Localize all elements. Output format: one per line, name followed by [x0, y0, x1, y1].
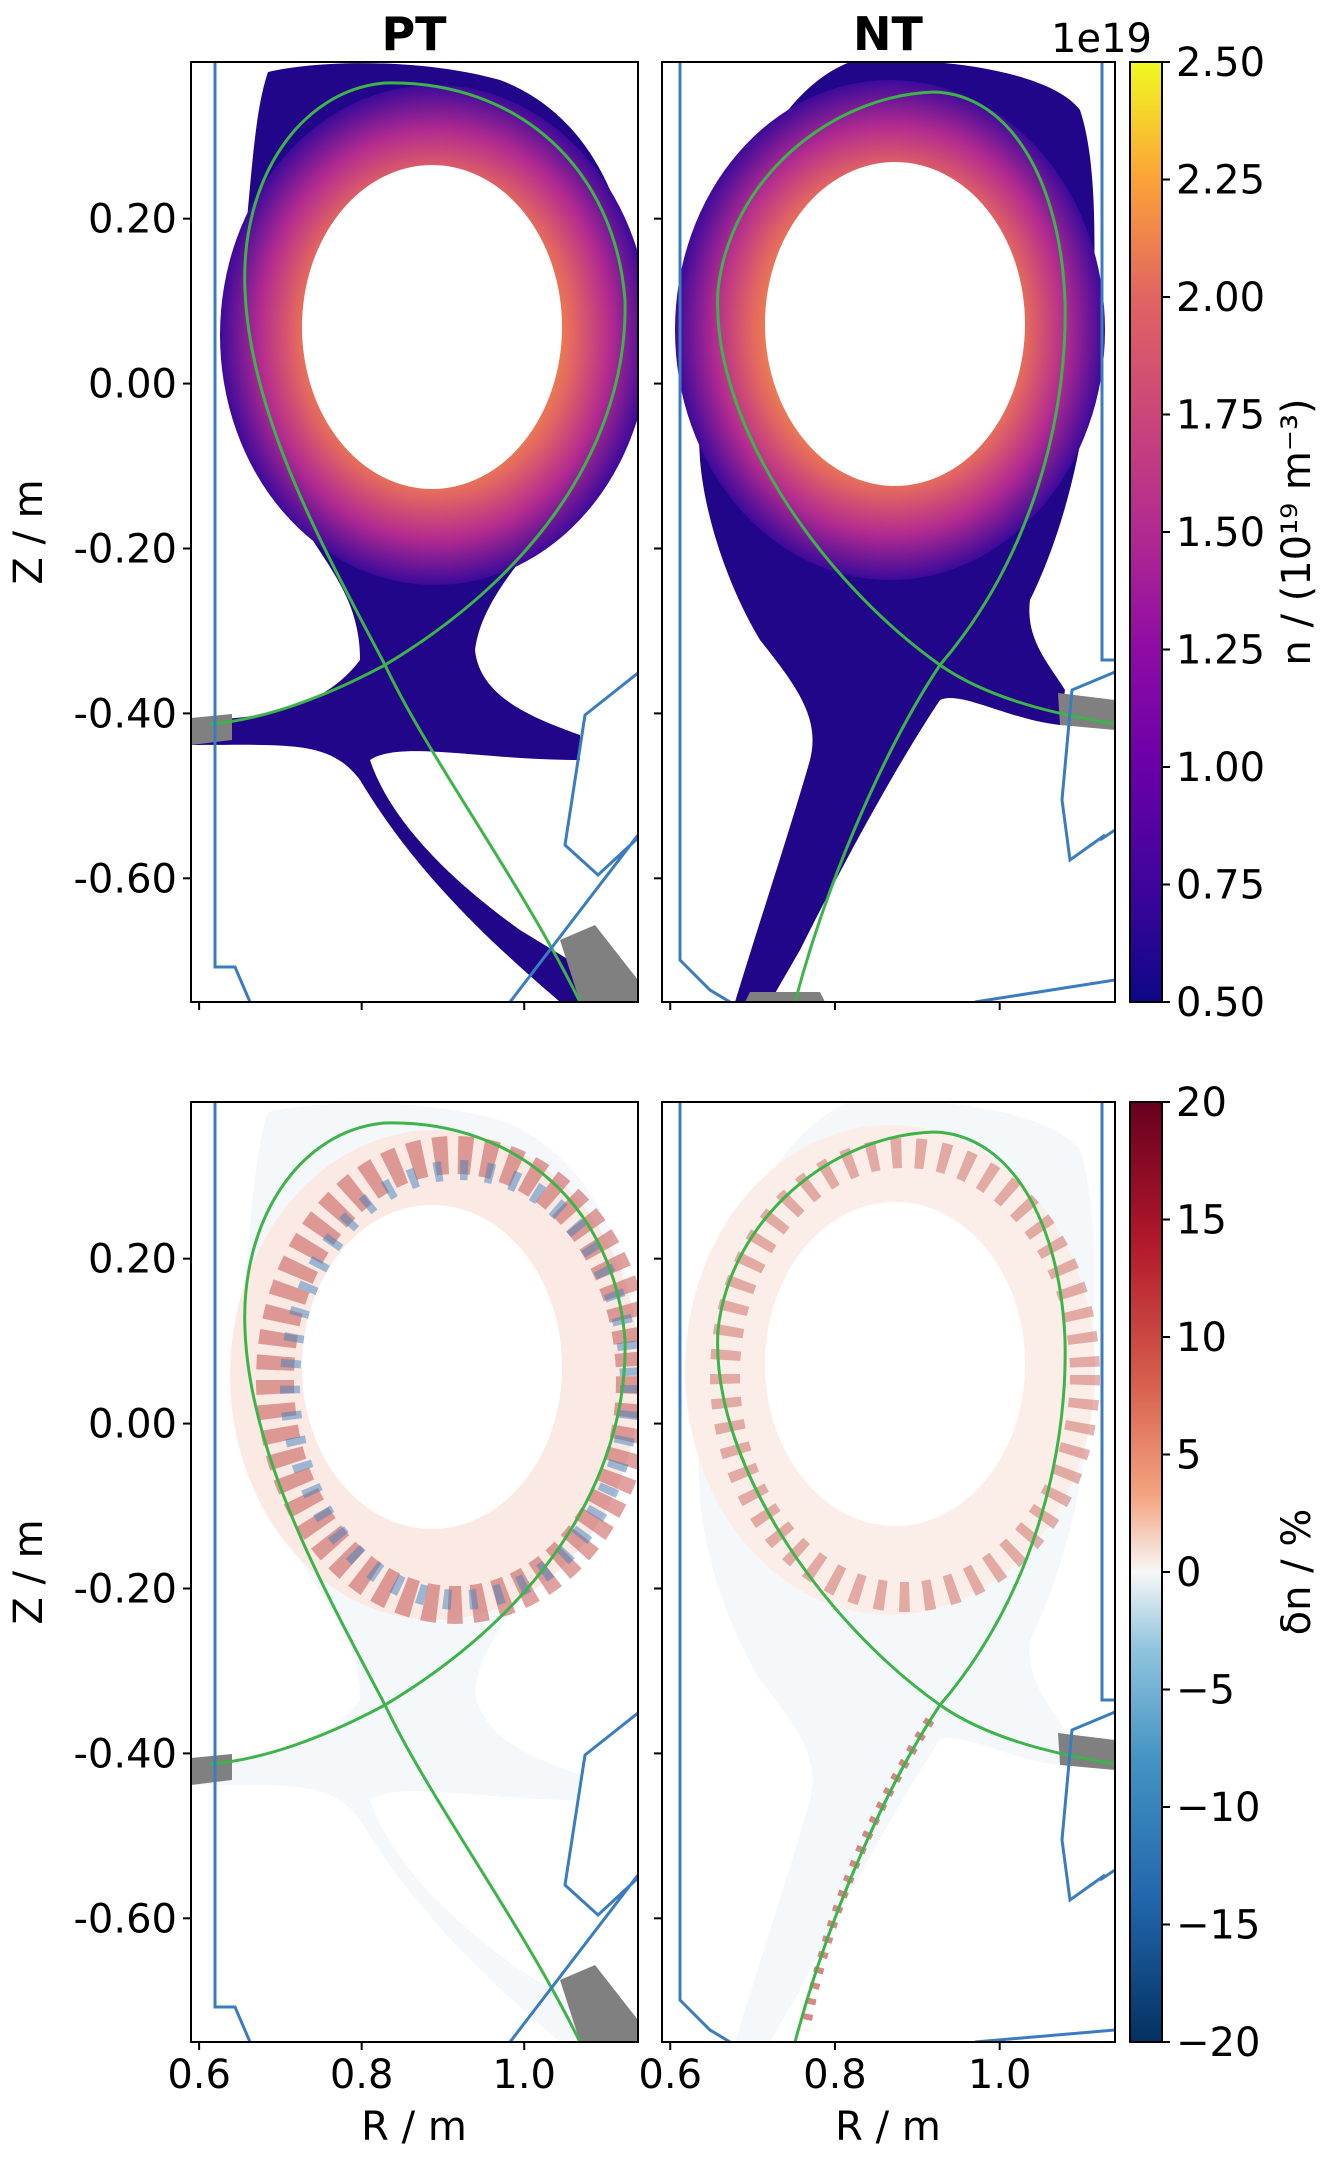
title-nt: NT [853, 7, 923, 61]
panel-pt-density [191, 62, 638, 1002]
colorbar-tick-label: 1.00 [1176, 745, 1265, 791]
x-tick-label: 0.8 [330, 2052, 394, 2098]
xlabel-bottom-left: R / m [361, 2104, 467, 2150]
panel-pt-fluctuation [191, 1102, 638, 2042]
ticks-top-left-y: 0.20 0.00 -0.20 -0.40 -0.60 [74, 197, 191, 902]
nt-core-hole [765, 162, 1025, 486]
colorbar-tick-label: 0.75 [1176, 863, 1265, 909]
nt-separatrix [716, 90, 1115, 1002]
colorbar-density-label: n / (10¹⁹ m⁻³) [1274, 398, 1320, 665]
pt-separatrix [209, 81, 627, 1002]
colorbar-tick-label: 0 [1176, 1550, 1201, 1596]
pt-fluct-target-right [560, 1965, 638, 2042]
colorbar-density [1129, 61, 1163, 1003]
pt-core-hole [302, 165, 562, 489]
nt-wall [678, 62, 1115, 1002]
pt-fluct-core-hole [302, 1205, 562, 1529]
colorbar-tick-label: 1.50 [1176, 510, 1265, 556]
y-tick-label: -0.60 [74, 856, 178, 902]
ticks-bottom-left-y: 0.20 0.00 -0.20 -0.40 -0.60 [74, 1237, 191, 1942]
colorbar-density-ticks: 2.50 2.25 2.00 1.75 1.50 1.25 1.00 0.75 0.50 [1162, 40, 1265, 1026]
colorbar-tick-label: 1.25 [1176, 628, 1265, 674]
colorbar-tick-label: 20 [1176, 1080, 1227, 1126]
nt-fluct-separatrix [716, 1130, 1115, 2042]
title-pt: PT [381, 7, 447, 61]
ticks-top-right-y [654, 217, 662, 880]
y-tick-label: -0.40 [74, 1731, 178, 1777]
nt-target-right [1058, 693, 1115, 730]
colorbar-tick-label: 2.00 [1176, 275, 1265, 321]
colorbar-tick-label: 1.75 [1176, 393, 1265, 439]
y-tick-label: -0.60 [74, 1896, 178, 1942]
ylabel-bottom: Z / m [6, 1519, 52, 1624]
ticks-bottom-right-x: 0.6 0.8 1.0 [638, 2042, 1032, 2098]
colorbar-tick-label: 2.50 [1176, 40, 1265, 86]
colorbar-tick-label: 0.50 [1176, 980, 1265, 1026]
y-tick-label: -0.40 [74, 691, 178, 737]
y-tick-label: 0.00 [88, 1402, 177, 1448]
x-tick-label: 0.8 [803, 2052, 867, 2098]
colorbar-fluctuation-label: δn / % [1274, 1509, 1320, 1636]
y-tick-label: 0.20 [88, 1237, 177, 1283]
frame-top-left [190, 61, 639, 1003]
pt-fluct-active-edge [256, 1136, 638, 1624]
frame-bottom-right [661, 1101, 1116, 2043]
nt-fluct-active-edge [710, 1138, 1100, 1612]
y-tick-label: 0.20 [88, 197, 177, 243]
ticks-top-left-x [198, 1002, 526, 1010]
colorbar-fluctuation-ticks: 20 15 10 5 0 −5 −10 −15 −20 [1162, 1080, 1260, 2066]
y-tick-label: -0.20 [74, 526, 178, 572]
pt-fluct-active-edge-blue [280, 1160, 638, 1610]
nt-target-bottom [745, 992, 825, 1002]
nt-fluct-wall [678, 1102, 1115, 2042]
colorbar-tick-label: −10 [1176, 1785, 1260, 1831]
xlabel-bottom-right: R / m [835, 2104, 941, 2150]
panel-nt-density [675, 62, 1115, 1002]
x-tick-label: 1.0 [492, 2052, 556, 2098]
y-tick-label: 0.00 [88, 362, 177, 408]
pt-wall [213, 62, 638, 1002]
ticks-top-right-x [669, 1002, 1001, 1010]
ticks-bottom-right-y [654, 1257, 662, 1920]
colorbar-tick-label: 5 [1176, 1433, 1201, 1479]
panel-nt-fluctuation [678, 1102, 1115, 2042]
ylabel-top: Z / m [6, 479, 52, 584]
pt-target-right [560, 925, 638, 1002]
pt-fluct-separatrix [209, 1121, 627, 2042]
x-tick-label: 0.6 [638, 2052, 702, 2098]
x-tick-label: 1.0 [968, 2052, 1032, 2098]
pt-target-left [191, 714, 232, 745]
ticks-bottom-left-x: 0.6 0.8 1.0 [167, 2042, 556, 2098]
colorbar-tick-label: −5 [1176, 1668, 1235, 1714]
x-tick-label: 0.6 [167, 2052, 231, 2098]
pt-fluct-target-left [191, 1754, 232, 1785]
pt-fluct-wall [213, 1102, 638, 2042]
colorbar-fluctuation [1129, 1101, 1163, 2043]
colorbar-tick-label: −20 [1176, 2020, 1260, 2066]
frame-top-right [661, 61, 1116, 1003]
nt-fluct-core-hole [765, 1202, 1025, 1526]
frame-bottom-left [190, 1101, 639, 2043]
y-tick-label: -0.20 [74, 1566, 178, 1612]
colorbar-tick-label: 15 [1176, 1198, 1227, 1244]
colorbar-tick-label: 10 [1176, 1315, 1227, 1361]
colorbar-tick-label: −15 [1176, 1903, 1260, 1949]
colorbar-density-offset: 1e19 [1051, 16, 1152, 62]
nt-fluct-target-right [1058, 1733, 1115, 1770]
colorbar-tick-label: 2.25 [1176, 158, 1265, 204]
